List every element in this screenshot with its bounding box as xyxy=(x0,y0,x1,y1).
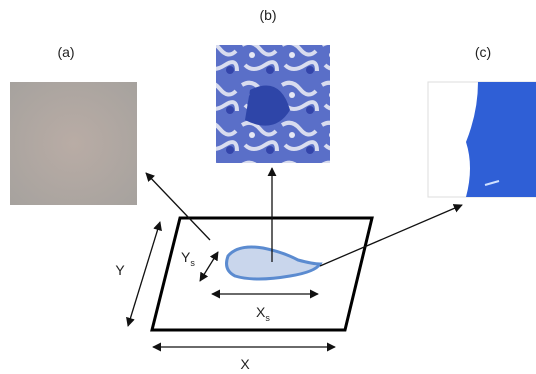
y-dimension xyxy=(128,222,160,326)
panel-label: (c) xyxy=(475,44,491,60)
panel-label: (b) xyxy=(259,7,276,23)
x-label: X xyxy=(240,356,250,372)
diagram: (a) (b) (c) Y X Xs Ys xyxy=(0,0,536,374)
image-a xyxy=(10,82,137,205)
y-label: Y xyxy=(115,262,125,278)
ys-sub: s xyxy=(190,258,195,268)
xs-sub: s xyxy=(265,313,270,323)
panel-label: (a) xyxy=(57,44,74,60)
